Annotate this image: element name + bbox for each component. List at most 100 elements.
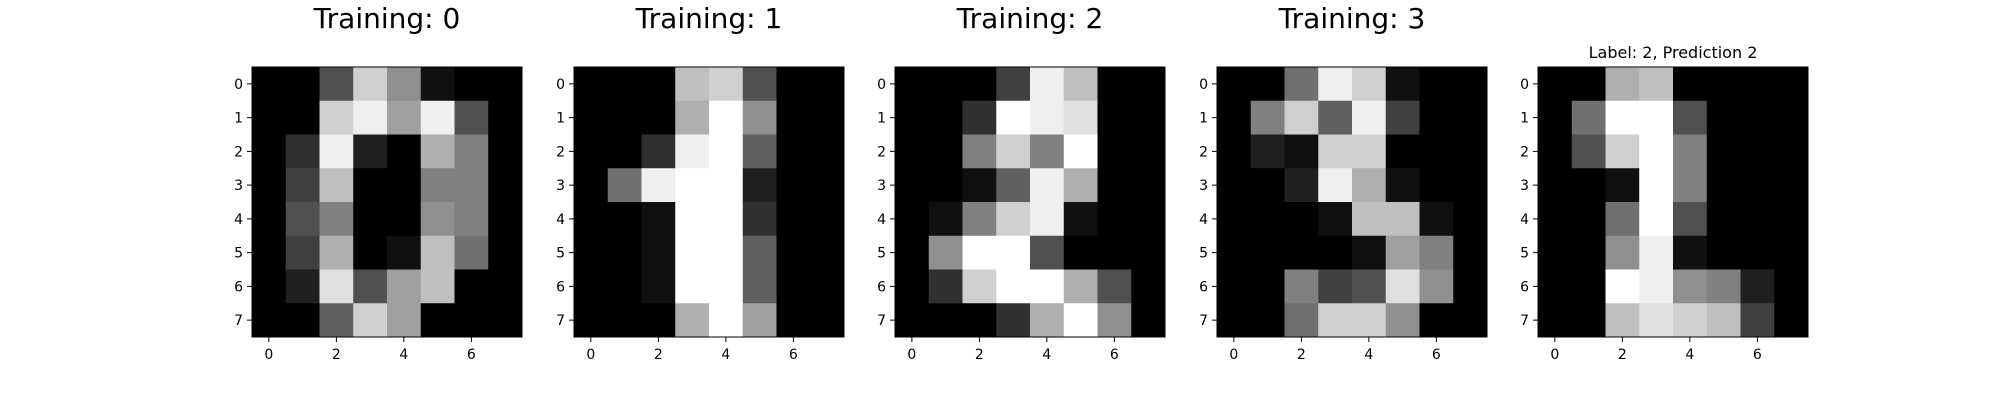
- pixel-cell: [776, 269, 811, 304]
- pixel-cell: [962, 134, 997, 169]
- pixel-cell: [1250, 134, 1285, 169]
- pixel-cell: [742, 202, 777, 237]
- pixel-cell: [1097, 100, 1132, 135]
- pixel-cell: [641, 235, 676, 270]
- y-tick-label: 6: [1520, 279, 1529, 295]
- pixel-cell: [1097, 235, 1132, 270]
- y-tick-label: 5: [556, 246, 565, 262]
- pixel-cell: [1538, 269, 1573, 304]
- y-tick-label: 0: [556, 77, 565, 93]
- y-tick-label: 2: [1520, 144, 1529, 160]
- pixel-cell: [962, 269, 997, 304]
- pixel-cell: [387, 134, 422, 169]
- pixel-cell: [1538, 134, 1573, 169]
- axes-frame: [1216, 66, 1488, 338]
- pixel-cell: [1131, 67, 1166, 102]
- pixel-cell: [776, 168, 811, 203]
- pixel-cell: [1419, 303, 1454, 338]
- y-tick-label: 6: [234, 279, 243, 295]
- pixel-cell: [1284, 269, 1319, 304]
- pixel-cell: [1030, 168, 1065, 203]
- pixel-cell: [1131, 303, 1166, 338]
- pixel-cell: [962, 202, 997, 237]
- pixel-cell: [928, 100, 963, 135]
- pixel-cell: [1673, 303, 1708, 338]
- pixel-cell: [1774, 269, 1809, 304]
- pixel-cell: [420, 303, 455, 338]
- pixel-cell: [1706, 235, 1741, 270]
- pixel-cell: [928, 134, 963, 169]
- pixel-cell: [776, 202, 811, 237]
- pixel-cell: [895, 235, 930, 270]
- pixel-cell: [810, 67, 845, 102]
- y-tick-label: 2: [877, 144, 886, 160]
- pixel-cell: [1639, 269, 1674, 304]
- pixel-cell: [1131, 134, 1166, 169]
- pixel-cell: [387, 168, 422, 203]
- pixel-cell: [1097, 303, 1132, 338]
- x-tick-label: 4: [1685, 347, 1694, 363]
- pixel-cell: [1284, 168, 1319, 203]
- x-tick-label: 2: [975, 347, 984, 363]
- pixel-cell: [1571, 67, 1606, 102]
- pixel-cell: [285, 67, 320, 102]
- pixel-cell: [252, 67, 287, 102]
- pixel-cell: [962, 100, 997, 135]
- pixel-cell: [1030, 100, 1065, 135]
- pixel-cell: [353, 202, 388, 237]
- pixel-cell: [996, 269, 1031, 304]
- pixel-cell: [1318, 269, 1353, 304]
- pixel-cell: [1571, 100, 1606, 135]
- pixel-cell: [742, 269, 777, 304]
- pixel-cell: [1673, 168, 1708, 203]
- pixel-cell: [420, 235, 455, 270]
- pixel-cell: [1419, 269, 1454, 304]
- x-tick-label: 2: [1297, 347, 1306, 363]
- pixel-cell: [1217, 168, 1252, 203]
- x-tick-label: 6: [789, 347, 798, 363]
- pixel-cell: [1774, 235, 1809, 270]
- pixel-cell: [454, 235, 489, 270]
- pixel-cell: [387, 202, 422, 237]
- pixel-cell: [1453, 168, 1488, 203]
- pixel-cell: [1217, 235, 1252, 270]
- pixel-cell: [1774, 303, 1809, 338]
- y-tick-label: 3: [877, 178, 886, 194]
- y-tick-label: 4: [877, 212, 886, 228]
- pixel-cell: [895, 100, 930, 135]
- pixel-cell: [1706, 202, 1741, 237]
- pixel-cell: [709, 168, 744, 203]
- pixel-cell: [285, 235, 320, 270]
- pixel-cell: [1131, 168, 1166, 203]
- y-tick-label: 4: [1199, 212, 1208, 228]
- pixel-cell: [1217, 202, 1252, 237]
- y-tick-label: 0: [1199, 77, 1208, 93]
- pixel-cell: [1571, 168, 1606, 203]
- pixel-cell: [675, 168, 710, 203]
- panel-title: Training: 1: [635, 2, 783, 35]
- pixel-cell: [574, 235, 609, 270]
- pixel-cell: [1419, 202, 1454, 237]
- pixel-cell: [996, 67, 1031, 102]
- pixel-cell: [488, 269, 523, 304]
- pixel-cell: [675, 235, 710, 270]
- pixel-cell: [675, 100, 710, 135]
- pixel-cell: [1538, 67, 1573, 102]
- pixel-cell: [353, 269, 388, 304]
- pixel-cell: [1673, 100, 1708, 135]
- pixel-cell: [574, 100, 609, 135]
- pixel-cell: [810, 202, 845, 237]
- pixel-cell: [1538, 303, 1573, 338]
- pixel-cell: [1673, 134, 1708, 169]
- pixel-cell: [574, 168, 609, 203]
- y-tick-label: 0: [877, 77, 886, 93]
- pixel-cell: [387, 100, 422, 135]
- pixel-cell: [1605, 100, 1640, 135]
- pixel-cell: [252, 134, 287, 169]
- pixel-cell: [641, 269, 676, 304]
- pixel-cell: [1740, 67, 1775, 102]
- pixel-cell: [454, 269, 489, 304]
- x-tick-label: 0: [264, 347, 273, 363]
- pixel-cell: [1030, 269, 1065, 304]
- x-tick-label: 0: [1229, 347, 1238, 363]
